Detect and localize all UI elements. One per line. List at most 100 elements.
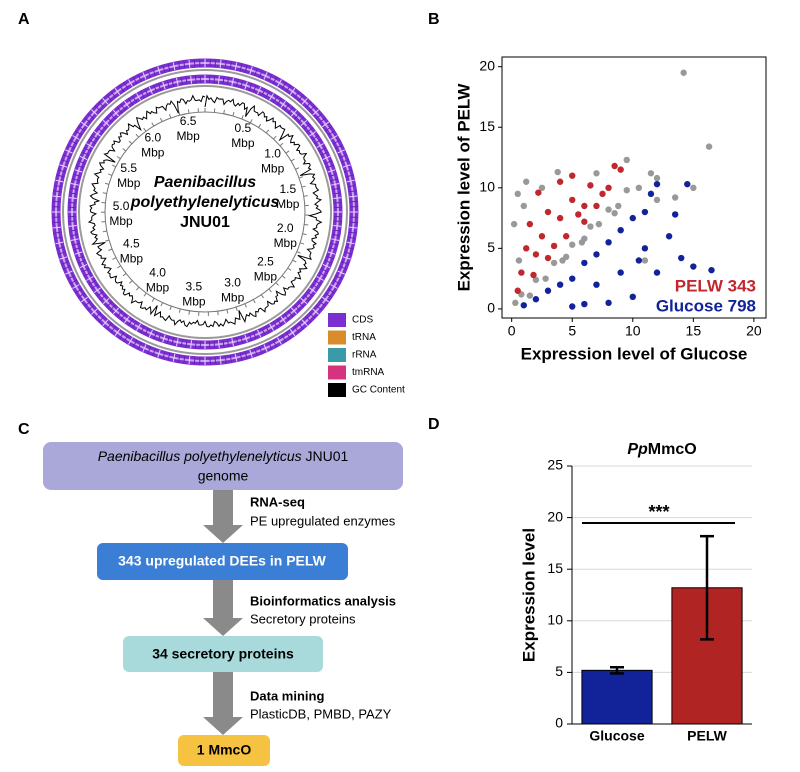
- cds-tick: [327, 169, 336, 173]
- chart-title: PpMmcO: [627, 441, 696, 458]
- scale-tick: [258, 123, 262, 128]
- point: [690, 263, 697, 270]
- point: [542, 275, 549, 282]
- point: [617, 166, 624, 173]
- cds-tick: [76, 255, 84, 260]
- point: [623, 187, 630, 194]
- cds-tick: [109, 113, 116, 120]
- cds-tick: [93, 287, 101, 293]
- cds-tick: [87, 113, 95, 120]
- cds-tick: [314, 138, 322, 145]
- cds-tick: [123, 81, 129, 90]
- flow-arrow: [203, 580, 243, 636]
- cds-tick: [300, 119, 308, 127]
- cds-tick: [327, 130, 336, 136]
- cds-tick: [269, 323, 274, 331]
- cds-tick: [183, 60, 186, 69]
- cds-tick: [52, 195, 61, 198]
- cds-tick: [287, 106, 294, 114]
- scale-tick: [102, 192, 107, 194]
- genome-tick-label: 2.5: [257, 255, 274, 269]
- cds-tick: [74, 169, 83, 173]
- cds-tick: [84, 117, 92, 124]
- point: [593, 251, 600, 258]
- cds-tick: [167, 352, 171, 361]
- cds-tick: [194, 340, 197, 349]
- cds-tick: [261, 327, 266, 336]
- cds-tick: [229, 61, 233, 70]
- cds-tick: [127, 98, 134, 106]
- cds-tick: [349, 221, 358, 224]
- title-rest: MmcO: [648, 441, 697, 458]
- cds-tick: [234, 62, 238, 71]
- point: [611, 210, 618, 217]
- cds-tick: [331, 238, 340, 241]
- scale-tick: [303, 195, 308, 197]
- cds-tick: [257, 86, 262, 95]
- cds-tick: [185, 339, 188, 348]
- cds-tick: [318, 272, 327, 277]
- cds-tick: [116, 106, 123, 114]
- point: [680, 69, 687, 76]
- cds-tick: [315, 113, 323, 120]
- cds-tick: [344, 169, 353, 173]
- cds-tick: [72, 135, 80, 140]
- genome-tick-label: 1.0: [264, 146, 281, 160]
- cds-tick: [96, 127, 104, 133]
- genome-tick-label: 3.5: [186, 279, 203, 293]
- cds-tick: [333, 224, 342, 227]
- scale-tick: [252, 299, 256, 304]
- genome-tick-label: 3.0: [224, 275, 241, 289]
- cds-tick: [285, 331, 291, 340]
- cds-tick: [290, 307, 298, 315]
- cds-tick: [276, 98, 283, 106]
- legend-label: tRNA: [352, 332, 376, 343]
- point: [587, 182, 594, 189]
- cds-tick: [183, 355, 186, 364]
- cds-tick: [140, 325, 145, 334]
- cds-tick: [344, 251, 353, 255]
- cds-tick: [132, 339, 138, 348]
- ring: [78, 85, 332, 339]
- cds-tick: [301, 319, 308, 327]
- cds-tick: [348, 231, 357, 234]
- cds-tick: [79, 155, 88, 160]
- cds-tick: [322, 296, 330, 303]
- cds-tick: [226, 76, 230, 86]
- cds-tick: [287, 310, 294, 318]
- cds-tick: [217, 340, 220, 349]
- point: [523, 245, 530, 252]
- cds-tick: [137, 342, 142, 350]
- cds-tick: [76, 164, 84, 169]
- x-tick-label: 0: [508, 323, 516, 339]
- genome-name: Paenibacillus: [154, 174, 256, 191]
- cds-tick: [53, 231, 62, 234]
- cds-tick: [324, 126, 333, 132]
- cds-tick: [231, 77, 234, 86]
- cds-tick: [315, 304, 323, 311]
- cds-tick: [62, 265, 71, 270]
- point: [635, 257, 643, 264]
- cds-tick: [339, 265, 348, 270]
- cds-tick: [320, 151, 329, 156]
- cds-tick: [263, 72, 268, 80]
- point: [562, 253, 570, 261]
- cds-tick: [314, 279, 322, 286]
- cds-tick: [152, 348, 156, 356]
- point: [581, 218, 588, 225]
- cds-tick: [272, 339, 278, 348]
- cds-tick: [284, 313, 290, 321]
- point: [554, 168, 561, 176]
- cds-tick: [99, 123, 107, 130]
- point: [532, 276, 540, 284]
- scale-tick: [143, 127, 147, 132]
- y-tick-label: 15: [479, 118, 495, 134]
- cds-tick: [244, 334, 248, 343]
- point: [569, 172, 576, 179]
- cds-tick: [222, 76, 225, 85]
- cds-tick: [224, 355, 227, 364]
- cds-tick: [309, 131, 317, 137]
- cds-tick: [109, 304, 116, 311]
- genome-name: JNU01: [180, 214, 230, 231]
- cds-tick: [53, 190, 62, 193]
